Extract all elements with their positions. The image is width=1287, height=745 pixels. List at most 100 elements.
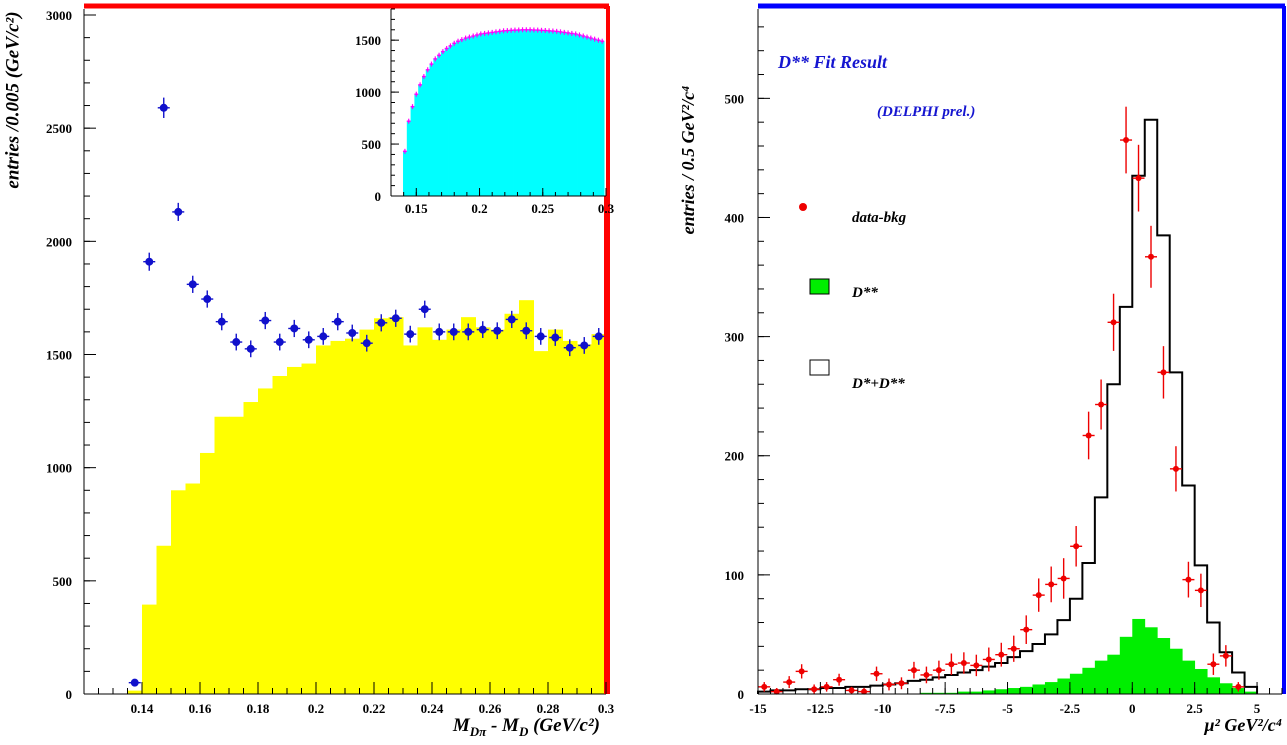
inset-histogram-bar <box>558 31 563 196</box>
left-data-point <box>464 327 473 336</box>
left-histogram-bar <box>374 318 389 694</box>
left-data-point <box>580 341 589 350</box>
right-dstarstar-bar <box>1007 688 1021 694</box>
inset-histogram-bar <box>444 48 449 196</box>
left-histogram-bar <box>287 366 302 694</box>
right-dstarstar-bar <box>970 691 983 694</box>
right-data-point <box>1148 253 1154 260</box>
inset-histogram-bar <box>403 151 408 196</box>
inset-histogram-bar <box>448 45 453 196</box>
left-data-point <box>449 327 458 336</box>
left-y-tick-label: 3000 <box>46 8 72 23</box>
right-data-point <box>898 680 905 687</box>
right-dstarstar-bar <box>1057 678 1071 694</box>
right-dstarstar-bar <box>1044 682 1058 694</box>
inset-histogram-bar <box>437 55 442 196</box>
right-data-points <box>758 106 1245 695</box>
right-data-point <box>910 667 917 674</box>
right-y-tick-label: 100 <box>725 568 745 583</box>
right-data-point <box>960 660 967 667</box>
right-x-tick-label: -7.5 <box>935 701 956 716</box>
inset-histogram-bar <box>486 32 491 197</box>
legend-data-label: data-bkg <box>852 210 907 226</box>
right-x-tick-label: -12.5 <box>807 701 835 716</box>
right-data-point <box>1210 661 1217 668</box>
right-data-point <box>848 687 855 694</box>
right-x-tick-label: 2.5 <box>1187 701 1204 716</box>
right-title: D** Fit Result <box>777 52 888 72</box>
left-data-point <box>333 317 342 326</box>
inset-y-tick-label: 0 <box>375 189 382 204</box>
right-data-point <box>1185 576 1192 583</box>
left-data-point <box>246 344 255 353</box>
legend-total-marker <box>809 359 830 376</box>
left-histogram-bar <box>548 329 563 694</box>
right-dstarstar-histogram <box>920 618 1258 694</box>
left-data-point <box>188 280 197 289</box>
inset-histogram-bar <box>550 31 556 196</box>
inset-histogram-bar <box>440 51 446 196</box>
left-data-point <box>478 325 487 334</box>
right-data-point <box>773 688 780 695</box>
left-histogram-bar <box>214 416 230 694</box>
left-x-tick-label: 0.18 <box>247 701 270 716</box>
left-y-tick-label: 1500 <box>46 348 72 363</box>
left-y-tick-label: 0 <box>66 687 73 702</box>
left-y-tick-label: 2500 <box>46 121 72 136</box>
left-chart: 0.14 0.16 0.18 0.2 0.22 0.24 0.26 0.28 0.3 0 500 10… <box>2 3 615 739</box>
left-data-point <box>536 332 545 341</box>
right-x-tick-label: -2.5 <box>1060 701 1081 716</box>
left-data-point <box>420 305 429 314</box>
right-dstarstar-bar <box>1094 660 1108 694</box>
right-data-point <box>861 688 868 695</box>
inset-x-tick-label: 0.2 <box>471 201 487 216</box>
left-histogram-bar <box>258 388 273 694</box>
left-x-tick-label: 0.2 <box>308 701 324 716</box>
inset-histogram-bar <box>513 30 518 196</box>
inset-histogram-bar <box>425 69 430 196</box>
left-histogram-bar <box>156 545 172 694</box>
right-data-point <box>1060 575 1067 582</box>
right-data-point <box>1048 581 1055 588</box>
right-data-point <box>1222 652 1229 659</box>
left-histogram-bar <box>127 690 143 694</box>
left-histogram-bar <box>475 327 491 694</box>
left-data-point <box>261 316 270 325</box>
inset-histogram <box>403 29 605 197</box>
left-data-point <box>493 326 502 335</box>
legend-data-marker <box>799 203 807 211</box>
legend: data-bkg D** D*+D** <box>799 203 907 392</box>
inset-histogram-bar <box>588 38 594 196</box>
left-y-label: entries /0.005 (GeV/c²) <box>2 11 23 188</box>
right-dstarstar-bar <box>1107 654 1121 694</box>
right-x-label: μ² GeV²/c⁴ <box>1203 715 1282 735</box>
left-histogram-bar <box>243 402 259 694</box>
left-x-tick-label: 0.16 <box>189 701 212 716</box>
left-data-point <box>362 339 371 348</box>
inset-histogram-bar <box>596 40 601 196</box>
right-data-point <box>886 681 892 688</box>
left-data-point <box>203 295 212 304</box>
left-data-point <box>232 338 241 347</box>
inset-histogram-bar <box>585 37 590 196</box>
left-data-point <box>391 314 400 323</box>
inset-histogram-bar <box>421 76 427 196</box>
right-data-point <box>873 670 880 677</box>
left-data-point <box>594 332 603 341</box>
inset-histogram-bar <box>547 30 552 196</box>
right-dstarstar-bar <box>1119 636 1133 694</box>
inset-data-points <box>403 27 605 154</box>
left-data-point <box>319 332 328 341</box>
right-data-point <box>836 676 843 683</box>
inset-histogram-bar <box>410 106 415 196</box>
left-histogram-bar <box>461 317 476 694</box>
left-histogram-bar <box>229 416 244 694</box>
right-y-tick-label: 200 <box>725 449 745 464</box>
right-dstarstar-bar <box>995 689 1008 694</box>
inset-histogram-bar <box>467 37 472 196</box>
right-ticks: -15 -12.5 -10 -7.5 -5 -2.5 0 2.5 5 0 100 200 300 400 5… <box>725 26 1283 716</box>
left-data-point <box>159 103 168 112</box>
right-x-tick-label: 0 <box>1129 701 1136 716</box>
legend-dstarstar-label: D** <box>851 285 878 301</box>
